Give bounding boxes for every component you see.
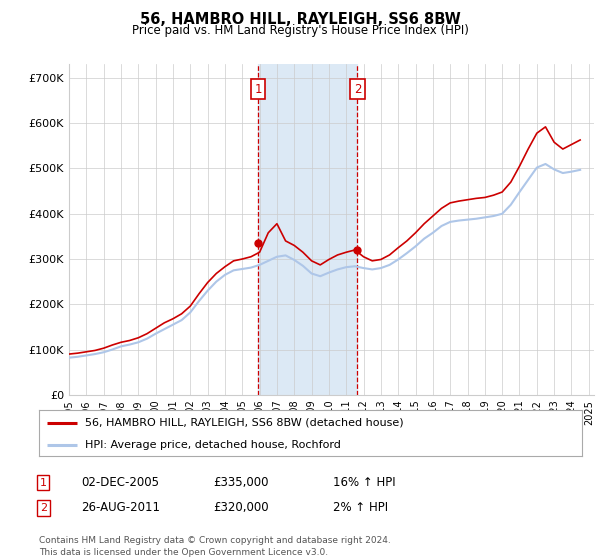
Text: 2: 2 [40,503,47,513]
Bar [258,64,358,395]
Text: 2% ↑ HPI: 2% ↑ HPI [333,501,388,515]
Text: 26-AUG-2011: 26-AUG-2011 [81,501,160,515]
Text: £320,000: £320,000 [213,501,269,515]
Text: 02-DEC-2005: 02-DEC-2005 [81,476,159,489]
Text: 2: 2 [354,83,361,96]
Text: 1: 1 [254,83,262,96]
Text: £335,000: £335,000 [213,476,269,489]
Text: Contains HM Land Registry data © Crown copyright and database right 2024.
This d: Contains HM Land Registry data © Crown c… [39,536,391,557]
Text: HPI: Average price, detached house, Rochford: HPI: Average price, detached house, Roch… [85,440,341,450]
Text: 56, HAMBRO HILL, RAYLEIGH, SS6 8BW (detached house): 56, HAMBRO HILL, RAYLEIGH, SS6 8BW (deta… [85,418,404,428]
Text: 56, HAMBRO HILL, RAYLEIGH, SS6 8BW: 56, HAMBRO HILL, RAYLEIGH, SS6 8BW [140,12,460,27]
Text: 1: 1 [40,478,47,488]
Text: 16% ↑ HPI: 16% ↑ HPI [333,476,395,489]
Text: Price paid vs. HM Land Registry's House Price Index (HPI): Price paid vs. HM Land Registry's House … [131,24,469,36]
